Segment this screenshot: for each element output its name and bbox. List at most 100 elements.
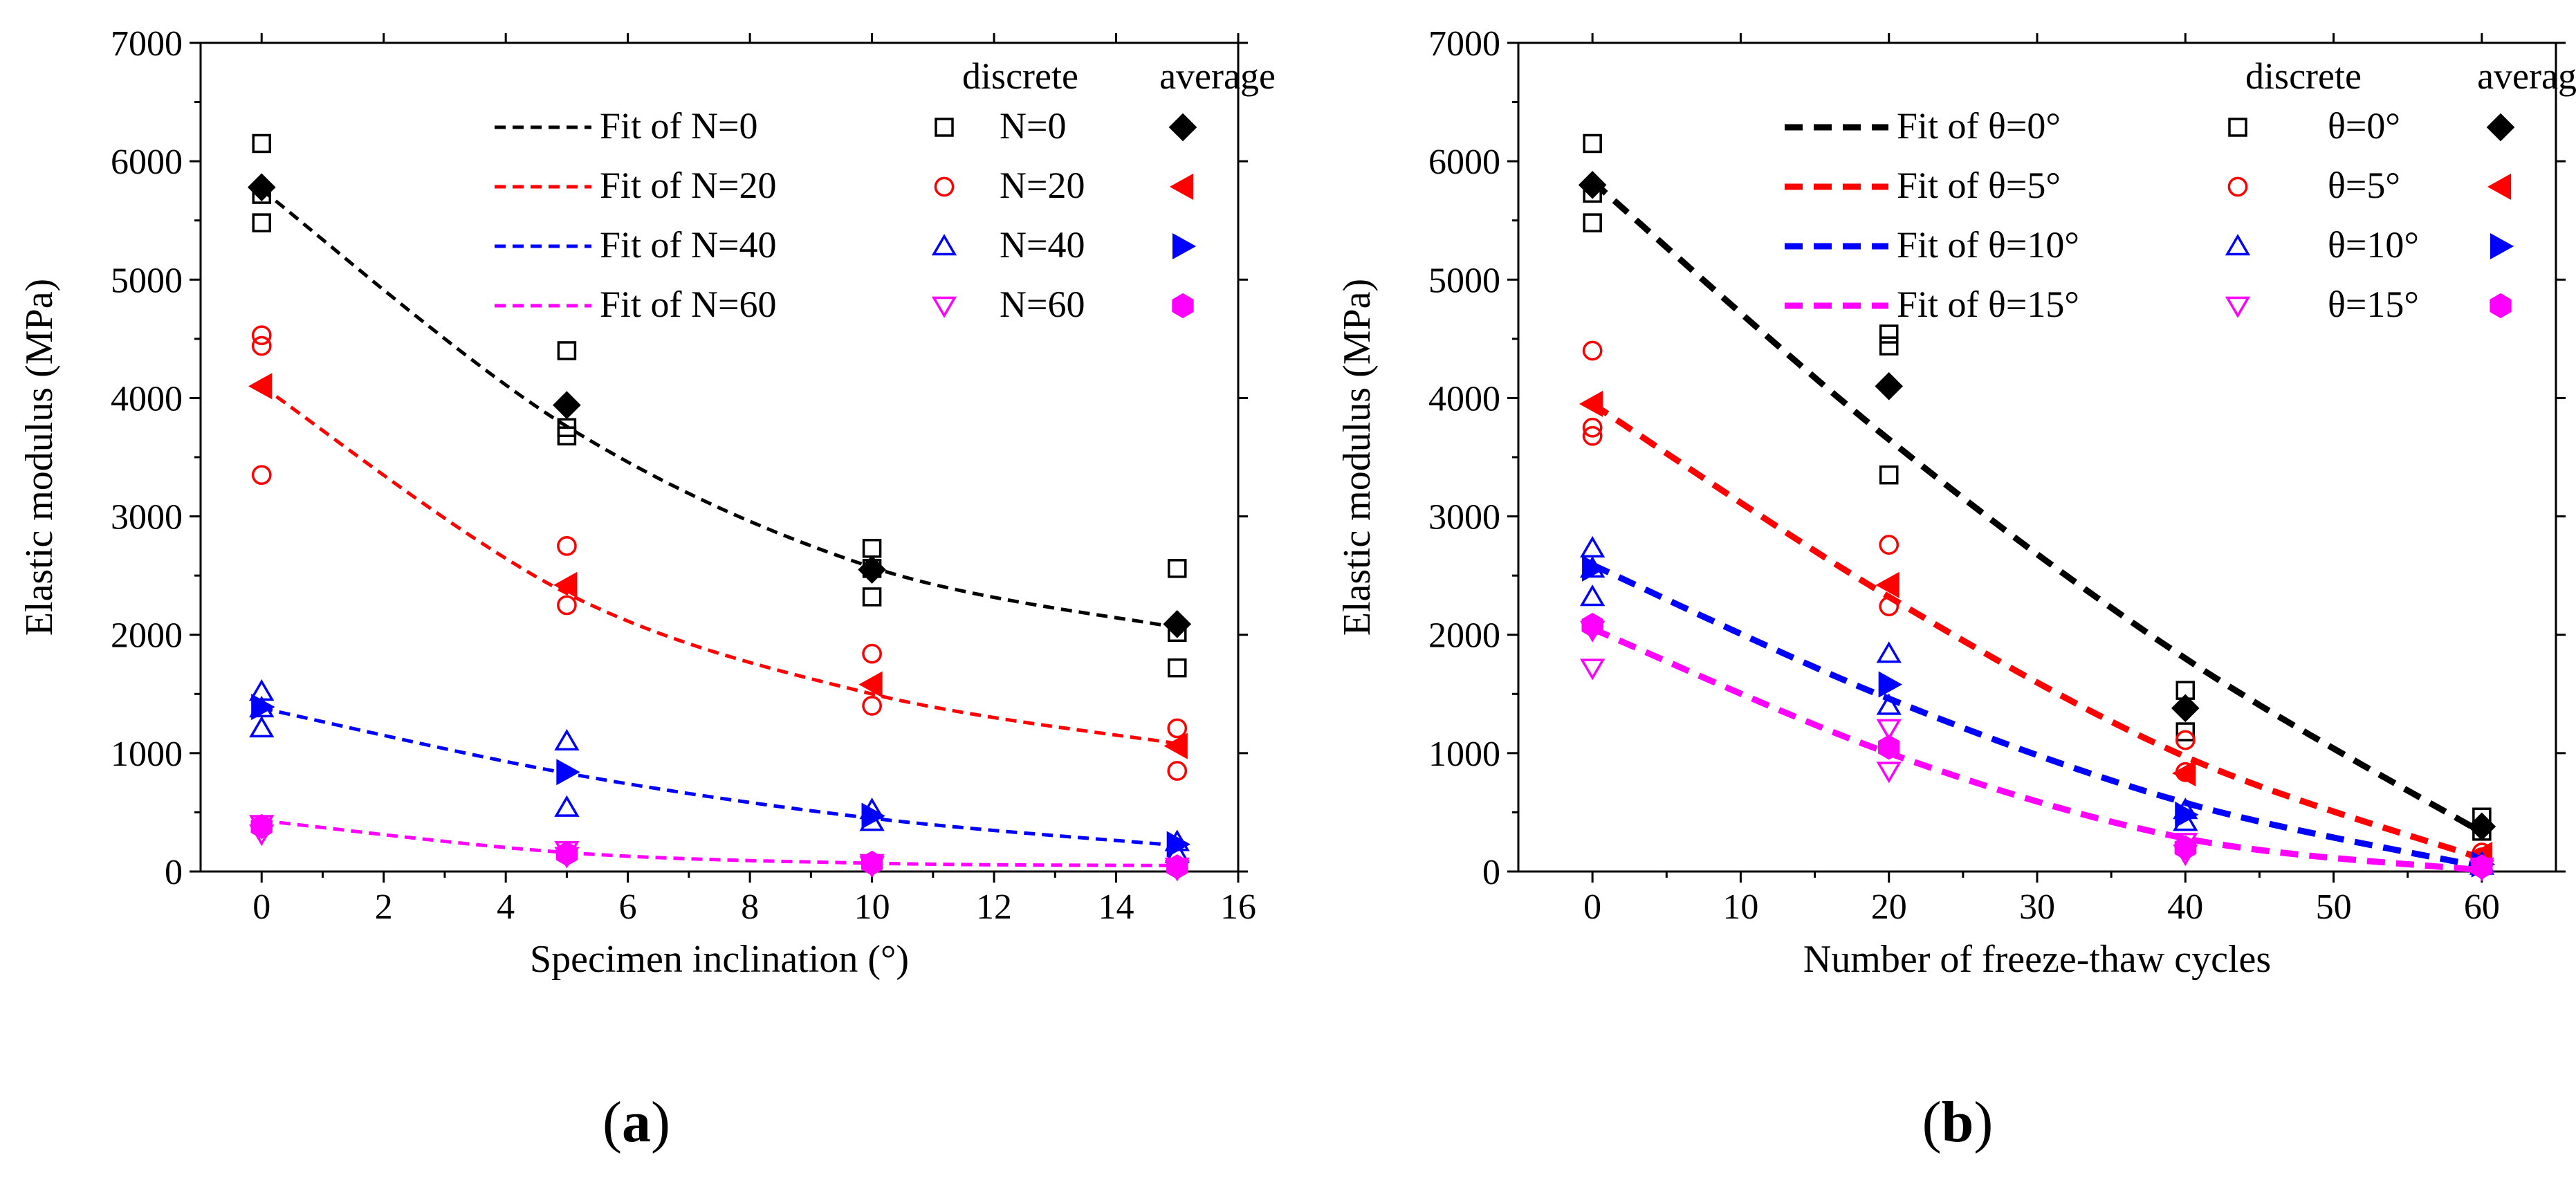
fit-line-T15 — [1591, 626, 2483, 874]
legend-discrete-marker-N40 — [931, 234, 957, 256]
legend-discrete-marker-T5 — [2227, 176, 2248, 197]
legend-average-marker-T5 — [2487, 173, 2512, 201]
average-point-N40 — [556, 759, 580, 786]
discrete-point-N0 — [862, 587, 882, 607]
average-point-N0 — [858, 555, 886, 584]
average-point-N0 — [1163, 610, 1192, 638]
x-tick-label: 6 — [619, 887, 637, 927]
series-N20 — [248, 325, 1188, 781]
fit-line-N40 — [261, 706, 1177, 847]
y-tick-label: 5000 — [111, 261, 183, 300]
legend-discrete-label-T0: θ=0° — [2328, 105, 2400, 147]
discrete-point-T5 — [1582, 340, 1603, 361]
y-tick-label: 3000 — [1428, 498, 1500, 537]
legend-fit-label-T10: Fit of θ=10° — [1897, 224, 2079, 266]
legend-discrete-marker-N20 — [934, 176, 955, 197]
chart-panel-b: 0 10 20 30 40 50 60 0 1000 2000 3000 4000 5000 6000 70… — [1336, 24, 2576, 1154]
average-point-N0 — [247, 173, 276, 202]
y-axis-label: Elastic modulus (MPa) — [18, 279, 61, 636]
y-tick-label: 0 — [1482, 853, 1500, 892]
average-point-N20 — [1163, 732, 1188, 759]
discrete-point-N40 — [554, 728, 580, 751]
series-N40 — [249, 679, 1190, 863]
legend-fit-label-T15: Fit of θ=15° — [1897, 284, 2079, 325]
y-tick-label: 6000 — [111, 142, 183, 182]
x-tick-label: 4 — [497, 887, 515, 927]
average-point-T0 — [1578, 171, 1607, 199]
average-point-N0 — [553, 391, 581, 420]
average-point-T15 — [1581, 612, 1603, 638]
legend-discrete-label-N60: N=60 — [1000, 284, 1085, 325]
fit-line-N60 — [261, 818, 1177, 867]
x-tick-label: 16 — [1220, 887, 1256, 927]
fit-line-T0 — [1590, 178, 2484, 836]
panel-label-open-paren: ( — [1922, 1090, 1942, 1154]
legend-discrete-marker-T10 — [2225, 234, 2251, 256]
discrete-point-T0 — [1879, 336, 1899, 356]
legend-discrete-label-T10: θ=10° — [2328, 224, 2419, 266]
discrete-point-N20 — [557, 536, 577, 556]
legend-discrete-label-T15: θ=15° — [2328, 284, 2419, 325]
x-tick-label: 40 — [2167, 887, 2203, 927]
discrete-point-T15 — [1579, 658, 1606, 681]
y-axis-label: Elastic modulus (MPa) — [1336, 279, 1379, 636]
discrete-point-N0 — [252, 133, 271, 154]
average-point-N20 — [248, 373, 273, 400]
x-tick-label: 0 — [1583, 887, 1601, 927]
discrete-point-N40 — [249, 716, 275, 738]
y-tick-label: 7000 — [1428, 24, 1500, 64]
discrete-point-T10 — [1579, 535, 1606, 558]
discrete-point-T0 — [1583, 213, 1602, 232]
legend-discrete-label-N20: N=20 — [1000, 165, 1085, 206]
legend-discrete-label-N0: N=0 — [1000, 105, 1066, 147]
x-tick-label: 50 — [2316, 887, 2352, 927]
discrete-point-T0 — [2175, 722, 2196, 741]
y-tick-label: 4000 — [111, 379, 183, 418]
legend-average-marker-N40 — [1172, 232, 1197, 260]
discrete-point-T5 — [1582, 425, 1603, 446]
y-tick-label: 2000 — [1428, 616, 1500, 656]
discrete-point-N20 — [251, 335, 272, 356]
legend-average-marker-T10 — [2490, 232, 2514, 260]
discrete-point-T10 — [1579, 584, 1606, 607]
legend: discrete average Fit of N=0 N=0 Fit of N=20 N… — [495, 55, 1276, 325]
legend-header-average: average — [2477, 55, 2576, 97]
y-tick-label: 7000 — [111, 24, 183, 64]
discrete-point-N20 — [1167, 718, 1188, 739]
panel-label-close-paren: ) — [1974, 1090, 1993, 1154]
average-point-N40 — [251, 694, 275, 721]
legend-discrete-marker-N0 — [935, 118, 954, 137]
x-tick-label: 14 — [1098, 887, 1134, 927]
discrete-point-N40 — [554, 795, 580, 817]
x-tick-label: 10 — [854, 887, 890, 927]
x-tick-label: 12 — [976, 887, 1012, 927]
y-tick-label: 5000 — [1428, 261, 1500, 300]
series-T0 — [1578, 133, 2496, 841]
series-N0 — [247, 133, 1192, 678]
x-tick-label: 20 — [1871, 887, 1907, 927]
discrete-point-T10 — [1876, 693, 1902, 715]
fit-line-N20 — [260, 385, 1178, 746]
fit-line-T10 — [1591, 562, 2483, 870]
y-tick-label: 1000 — [1428, 735, 1500, 774]
discrete-point-T0 — [1879, 465, 1899, 485]
series-N60 — [249, 813, 1190, 882]
y-tick-label: 1000 — [111, 735, 183, 774]
average-point-T15 — [2174, 835, 2196, 860]
discrete-point-N20 — [251, 465, 272, 486]
legend-fit-label-N0: Fit of N=0 — [600, 105, 757, 147]
discrete-point-N20 — [1167, 761, 1188, 781]
legend-discrete-label-N40: N=40 — [1000, 224, 1085, 266]
x-tick-label: 10 — [1722, 887, 1758, 927]
y-tick-label: 3000 — [111, 498, 183, 537]
legend-average-marker-N20 — [1169, 173, 1194, 201]
average-point-N20 — [858, 671, 883, 698]
legend-fit-label-N40: Fit of N=40 — [600, 224, 776, 266]
legend-average-marker-T15 — [2490, 293, 2512, 319]
fit-line-T5 — [1590, 401, 2483, 862]
legend-header-average: average — [1159, 55, 1276, 97]
legend-discrete-marker-N60 — [931, 296, 957, 318]
legend-header-discrete: discrete — [962, 55, 1078, 97]
series-T10 — [1579, 535, 2496, 878]
y-tick-label: 6000 — [1428, 142, 1500, 182]
